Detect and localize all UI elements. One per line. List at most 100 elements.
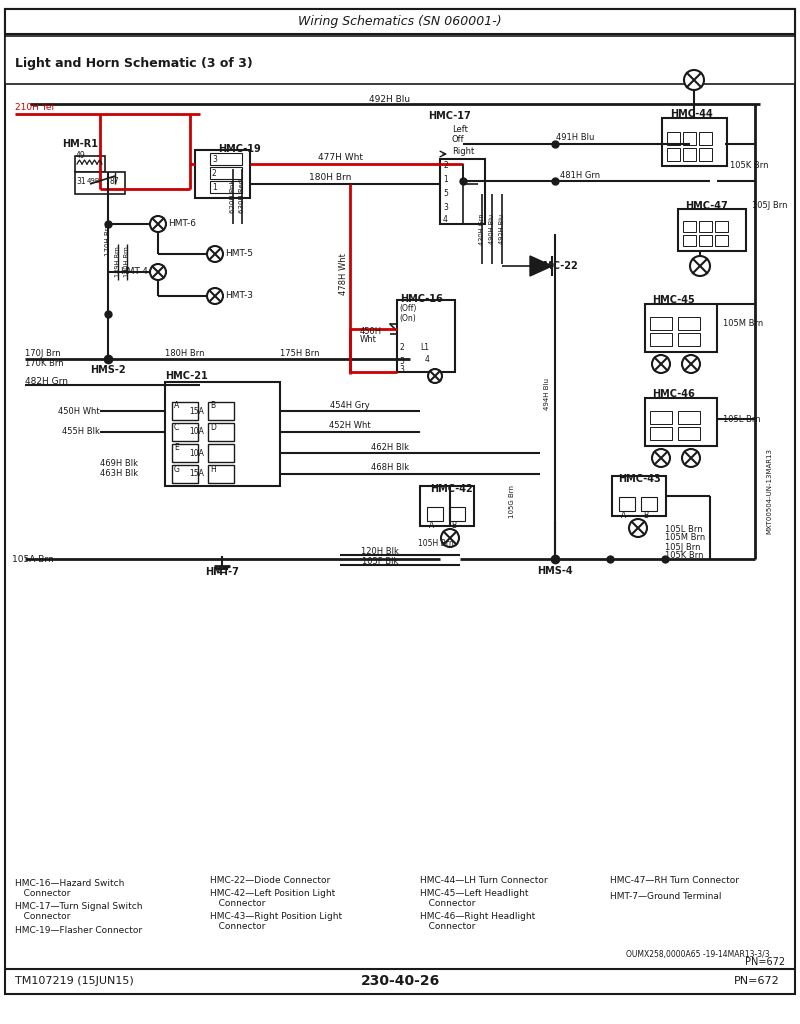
Bar bbox=[210, 153, 242, 165]
Text: 620H Pnk: 620H Pnk bbox=[230, 179, 236, 213]
Text: A: A bbox=[429, 520, 434, 529]
Text: (On): (On) bbox=[399, 313, 416, 323]
Bar bbox=[5, 9, 795, 34]
Text: 87: 87 bbox=[110, 176, 120, 185]
Text: 10A: 10A bbox=[190, 427, 205, 436]
Bar bbox=[210, 167, 242, 179]
Text: 105J Brn: 105J Brn bbox=[665, 543, 701, 552]
Bar bbox=[650, 317, 672, 330]
Text: TM107219 (15JUN15): TM107219 (15JUN15) bbox=[15, 976, 134, 986]
Text: HMC-22: HMC-22 bbox=[535, 261, 578, 271]
Text: G: G bbox=[174, 465, 180, 473]
Text: 2: 2 bbox=[399, 342, 404, 351]
Text: HMC-42: HMC-42 bbox=[430, 484, 473, 494]
Text: 105M Brn: 105M Brn bbox=[723, 319, 763, 329]
Text: HMC-46: HMC-46 bbox=[652, 389, 694, 399]
Text: 15A: 15A bbox=[190, 469, 205, 478]
Text: HMS-4: HMS-4 bbox=[537, 566, 573, 575]
Text: HMT-5: HMT-5 bbox=[225, 250, 253, 258]
Text: 230-40-26: 230-40-26 bbox=[360, 974, 440, 988]
Circle shape bbox=[428, 369, 442, 383]
Text: 190H Brn: 190H Brn bbox=[124, 247, 130, 278]
Circle shape bbox=[629, 519, 647, 537]
Circle shape bbox=[652, 449, 670, 467]
Text: HMC-47: HMC-47 bbox=[685, 201, 728, 211]
Text: HMC-19: HMC-19 bbox=[218, 144, 261, 154]
Text: Left: Left bbox=[452, 125, 468, 133]
Bar bbox=[172, 402, 198, 420]
Bar bbox=[683, 221, 696, 232]
Text: HMC-44—LH Turn Connector: HMC-44—LH Turn Connector bbox=[420, 876, 548, 885]
Text: 482H Grn: 482H Grn bbox=[25, 378, 68, 386]
Circle shape bbox=[682, 449, 700, 467]
Text: Wht: Wht bbox=[360, 336, 377, 344]
Text: 49: 49 bbox=[76, 152, 86, 161]
Circle shape bbox=[207, 246, 223, 262]
Text: 478H Wht: 478H Wht bbox=[338, 253, 347, 295]
Bar bbox=[678, 411, 700, 424]
Circle shape bbox=[684, 70, 704, 90]
Bar bbox=[678, 209, 746, 251]
Polygon shape bbox=[530, 256, 552, 276]
Bar bbox=[699, 221, 712, 232]
Text: 1: 1 bbox=[443, 175, 448, 184]
Bar bbox=[208, 465, 234, 483]
Bar bbox=[612, 476, 666, 516]
Text: 630H Red: 630H Red bbox=[239, 179, 245, 213]
Text: 450H: 450H bbox=[360, 328, 382, 337]
Bar bbox=[678, 317, 700, 330]
Text: 170H Brn: 170H Brn bbox=[105, 222, 111, 256]
Text: 105K Brn: 105K Brn bbox=[730, 162, 769, 171]
Text: 105M Brn: 105M Brn bbox=[665, 534, 706, 543]
Text: 462H Blk: 462H Blk bbox=[371, 442, 409, 452]
Text: HMC-21: HMC-21 bbox=[165, 371, 208, 381]
Text: 2: 2 bbox=[443, 162, 448, 171]
Text: HMC-44: HMC-44 bbox=[670, 109, 713, 119]
Text: 3: 3 bbox=[399, 365, 404, 374]
Bar bbox=[619, 497, 635, 511]
Text: H: H bbox=[210, 465, 216, 473]
Bar bbox=[210, 181, 242, 193]
Circle shape bbox=[690, 256, 710, 276]
Bar bbox=[699, 234, 712, 246]
Text: 170J Brn: 170J Brn bbox=[25, 348, 61, 357]
Text: 452H Wht: 452H Wht bbox=[329, 422, 371, 430]
Bar bbox=[699, 132, 712, 145]
Text: C: C bbox=[174, 423, 179, 431]
Text: PN=672: PN=672 bbox=[734, 976, 780, 986]
Text: HMC-45—Left Headlight
   Connector: HMC-45—Left Headlight Connector bbox=[420, 889, 529, 908]
Text: HMT-4: HMT-4 bbox=[120, 267, 148, 276]
Text: 4: 4 bbox=[443, 214, 448, 223]
Text: 492H Blu: 492H Blu bbox=[370, 94, 410, 103]
Text: B: B bbox=[210, 401, 215, 411]
Text: HM-R1: HM-R1 bbox=[62, 139, 98, 150]
Text: 3: 3 bbox=[443, 203, 448, 212]
Text: 120H Blk: 120H Blk bbox=[361, 548, 399, 556]
Text: 2: 2 bbox=[212, 169, 217, 177]
Bar bbox=[420, 486, 474, 526]
Text: Light and Horn Schematic (3 of 3): Light and Horn Schematic (3 of 3) bbox=[15, 57, 253, 71]
Text: HMT-7: HMT-7 bbox=[205, 567, 239, 577]
Bar bbox=[165, 382, 280, 486]
Text: 5: 5 bbox=[399, 356, 404, 366]
Circle shape bbox=[207, 288, 223, 304]
Text: 31: 31 bbox=[76, 176, 86, 185]
Text: 105A Brn: 105A Brn bbox=[12, 555, 54, 563]
Text: 105G Brn: 105G Brn bbox=[509, 485, 515, 518]
Bar bbox=[208, 444, 234, 462]
Bar bbox=[5, 36, 795, 84]
Bar bbox=[75, 156, 105, 172]
Text: HMC-19—Flasher Connector: HMC-19—Flasher Connector bbox=[15, 926, 142, 935]
Text: 105L Brn: 105L Brn bbox=[665, 524, 702, 534]
Text: 105H Brn: 105H Brn bbox=[418, 540, 454, 549]
Bar bbox=[678, 427, 700, 440]
Text: OUMX258,0000A65 -19-14MAR13-3/3: OUMX258,0000A65 -19-14MAR13-3/3 bbox=[626, 950, 770, 959]
Bar bbox=[641, 497, 657, 511]
Text: 3: 3 bbox=[212, 156, 217, 165]
Text: 492H Blu: 492H Blu bbox=[499, 214, 505, 244]
Text: 105L Brn: 105L Brn bbox=[723, 415, 761, 424]
Text: 180H Brn: 180H Brn bbox=[166, 348, 205, 357]
Text: 105F Blk: 105F Blk bbox=[362, 557, 398, 566]
Text: HMT-6: HMT-6 bbox=[168, 219, 196, 228]
Bar bbox=[667, 132, 680, 145]
